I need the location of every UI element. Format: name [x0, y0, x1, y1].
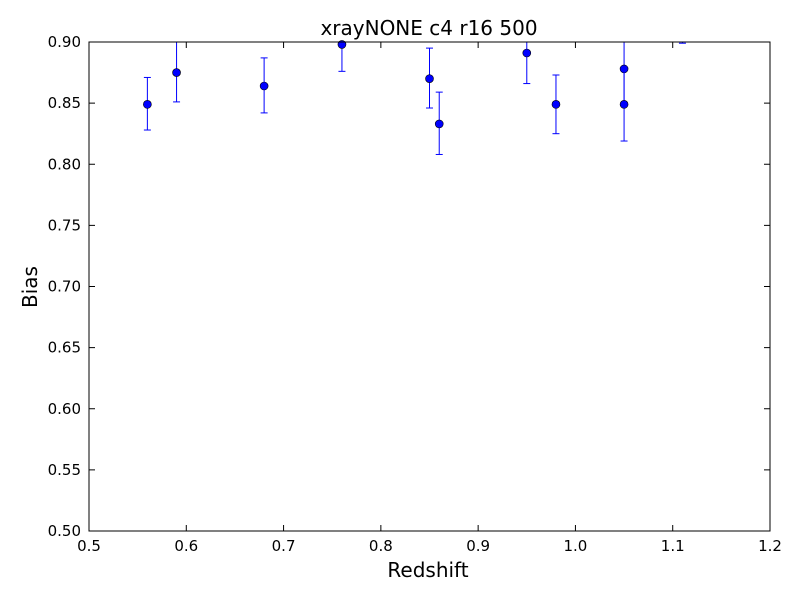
x-axis-label: Redshift [387, 558, 468, 582]
x-axis: 0.5 0.6 0.7 0.8 0.9 1.0 1.1 1.2 [77, 42, 782, 555]
x-tick-label: 0.5 [77, 537, 101, 555]
y-tick-label: 0.60 [48, 400, 81, 418]
plot-frame [88, 41, 771, 532]
data-point [522, 48, 532, 58]
x-tick-label: 0.8 [369, 537, 393, 555]
data-point [619, 100, 629, 109]
data-point [143, 100, 152, 109]
x-tick-label: 0.6 [174, 537, 198, 555]
y-tick-label: 0.50 [48, 522, 81, 540]
x-tick-label: 1.0 [563, 537, 587, 555]
data-point-group [172, 41, 181, 103]
data-series [143, 40, 686, 155]
data-point-group [434, 91, 444, 155]
data-point [172, 68, 181, 77]
y-tick-label: 0.80 [48, 155, 81, 173]
y-tick-label: 0.85 [48, 94, 81, 112]
data-point-group [551, 74, 561, 135]
y-axis-label: Bias [18, 266, 42, 308]
y-tick-label: 0.65 [48, 339, 81, 357]
chart-title: xrayNONE c4 r16 500 [320, 16, 537, 40]
data-point [425, 74, 434, 83]
data-point-group [143, 76, 152, 131]
y-axis: 0.50 0.55 0.60 0.65 0.70 0.75 0.80 0.85 0.90 [48, 33, 770, 540]
data-point [551, 100, 561, 109]
y-tick-label: 0.75 [48, 216, 81, 234]
data-point-group [522, 41, 532, 85]
x-tick-label: 0.7 [272, 537, 296, 555]
x-tick-label: 1.1 [661, 537, 685, 555]
x-tick-label: 0.9 [466, 537, 490, 555]
data-point-group [425, 47, 434, 109]
data-point-group [337, 40, 347, 72]
x-tick-label: 1.2 [758, 537, 782, 555]
data-point-group [259, 57, 269, 114]
y-tick-label: 0.55 [48, 461, 81, 479]
y-tick-label: 0.90 [48, 33, 81, 51]
data-point [259, 81, 269, 91]
y-tick-label: 0.70 [48, 278, 81, 296]
data-point-group [619, 67, 629, 142]
data-point [434, 119, 444, 129]
